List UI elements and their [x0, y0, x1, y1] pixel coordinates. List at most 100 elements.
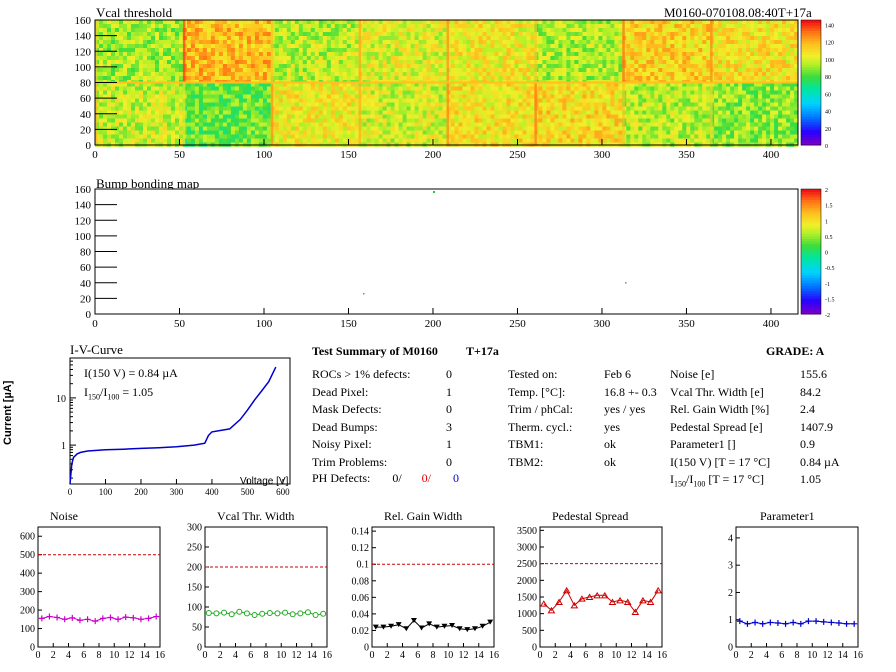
iv-xlabel: Voltage [V]: [240, 476, 289, 487]
bump-colorbar: 2 1.5 1 0.5 0 -0.5 -1 -1.5 -2: [800, 188, 835, 319]
summary-plot-point: [471, 626, 478, 632]
summary-plot-xtick-label: 6: [583, 650, 588, 661]
vcal-ytick-label: 140: [75, 31, 92, 43]
iv-xtick-label: 100: [99, 487, 113, 497]
summary-plot-point: [835, 620, 842, 626]
vcal-xtick-label: 200: [425, 149, 442, 161]
summary-plot-xtick-label: 0: [538, 650, 543, 661]
summary-plot-point: [464, 627, 471, 633]
summary-plot-ytick-label: 500: [20, 550, 35, 561]
summary-plot-ytick-label: 2500: [517, 559, 537, 570]
bump-xtick-label: 150: [340, 318, 357, 330]
bump-defect-dot: [433, 191, 435, 193]
vcal-map-title: Vcal threshold: [96, 5, 173, 20]
summary-plot-point: [388, 623, 395, 629]
summary-plot-point: [403, 626, 410, 632]
bump-xtick-label: 200: [425, 318, 442, 330]
summary-plot-point: [236, 608, 243, 615]
summary-plot-point: [479, 623, 486, 629]
summary-row-value: 84.2: [800, 384, 821, 399]
summary-right-block: Noise [e] 155.6 Vcal Thr. Width [e] 84.2 Rel…: [670, 366, 860, 476]
bump-map-title: Bump bonding map: [96, 176, 200, 191]
summary-plot-point: [767, 619, 774, 626]
vcal-xtick-label: 150: [340, 149, 357, 161]
bump-xtick-label: 300: [594, 318, 611, 330]
summary-plot-ytick-label: 0.12: [352, 543, 370, 554]
summary-plot-point: [205, 610, 212, 616]
summary-plot-point: [820, 618, 827, 625]
summary-plot-ytick-label: 2: [728, 588, 733, 599]
bump-defect-dot: [363, 293, 365, 295]
summary-plot-point: [752, 619, 759, 626]
summary-plot-point: [851, 620, 858, 627]
summary-plot-point: [805, 618, 812, 625]
summary-plot-point: [312, 612, 319, 618]
vcal-colorbar-label: 100: [825, 58, 834, 64]
summary-plot-ytick-label: 0: [532, 643, 537, 654]
bump-axes: 0 50 100 150 200 250 300 350 400 0 20 40 60 80 100 120 1…: [75, 184, 780, 330]
summary-plot-ytick-label: 3000: [517, 543, 537, 554]
bump-frame: [94, 188, 799, 315]
summary-plot-point: [843, 620, 850, 627]
bump-ytick-label: 160: [75, 184, 92, 196]
summary-plot-point: [578, 595, 586, 602]
summary-plot-xtick-label: 0: [203, 650, 208, 661]
summary-plot-point: [92, 618, 99, 625]
summary-plot-point: [304, 609, 311, 616]
summary-row-label: Therm. cycl.:: [508, 419, 573, 434]
summary-plot-ytick-label: 50: [192, 623, 202, 634]
summary-row-value: ok: [604, 437, 616, 451]
summary-row-label: Noisy Pixel:: [312, 437, 372, 451]
module-id-label: M0160-070108.08:40T+17a: [664, 5, 812, 20]
summary-plot-xtick-label: 0: [370, 650, 375, 661]
summary-plot-line: [543, 589, 659, 613]
vcal-xtick-label: 50: [174, 149, 186, 161]
summary-plot-xtick-label: 6: [248, 650, 253, 661]
bump-colorbar-label: -1: [825, 282, 830, 288]
summary-plot-xtick-label: 2: [385, 650, 390, 661]
summary-plot-xtick-label: 8: [795, 650, 800, 661]
summary-plot-xtick-label: 10: [109, 650, 119, 661]
summary-plot-point: [608, 598, 617, 605]
summary-plot-point: [790, 619, 797, 626]
summary-plot-ytick-label: 500: [522, 626, 537, 637]
summary-plot-line: [375, 619, 491, 631]
summary-row-label: Parameter1 []: [670, 437, 736, 451]
summary-row-value: yes: [604, 419, 620, 434]
summary-plot-xtick-label: 8: [264, 650, 269, 661]
vcal-colorbar: 0 20 40 60 80 100 120 140: [800, 19, 834, 150]
summary-plot-point: [585, 593, 594, 600]
summary-plot-point: [774, 620, 781, 626]
iv-ylabel: Current [µA]: [2, 380, 14, 445]
summary-row-value: 155.6: [800, 367, 827, 381]
bump-colorbar-label: 0: [825, 251, 828, 257]
summary-plot-xtick-label: 10: [443, 650, 453, 661]
summary-plot-xtick-label: 4: [568, 650, 573, 661]
bump-ytick-label: 140: [75, 200, 92, 212]
summary-plot-point: [646, 598, 655, 605]
summary-plot-ytick-label: 3: [728, 561, 733, 572]
summary-plot-xtick-label: 12: [627, 650, 637, 661]
summary-plot-point: [76, 617, 83, 624]
summary-row-label: I(150 V) [T = 17 °C]: [670, 454, 771, 469]
summary-plot-point: [410, 618, 417, 624]
ph-label: PH Defects:: [312, 471, 371, 485]
vcal-xtick-label: 350: [678, 149, 695, 161]
summary-plot-point: [46, 613, 53, 620]
bump-ytick-label: 100: [75, 231, 92, 243]
summary-left-block: ROCs > 1% defects: 0 Dead Pixel: 1 Mask Defe…: [312, 366, 462, 476]
iv-xtick-label: 200: [134, 487, 148, 497]
vcal-threshold-map: 0 50 100 150 200 250 300 350 4000204060801001201…: [75, 15, 835, 161]
summary-plot-ytick-label: 0: [364, 643, 369, 654]
summary-plot-xtick-label: 10: [611, 650, 621, 661]
summary-row-label: Pedestal Spread [e]: [670, 419, 763, 434]
vcal-xtick-label: 250: [509, 149, 526, 161]
summary-plot-ytick-label: 400: [20, 569, 35, 580]
summary-row-label: Temp. [°C]:: [508, 384, 566, 399]
summary-plot-xtick-label: 8: [97, 650, 102, 661]
summary-plot-title: Vcal Thr. Width: [217, 509, 294, 523]
iv-xtick-label: 0: [68, 487, 73, 497]
summary-plot-point: [593, 591, 602, 599]
